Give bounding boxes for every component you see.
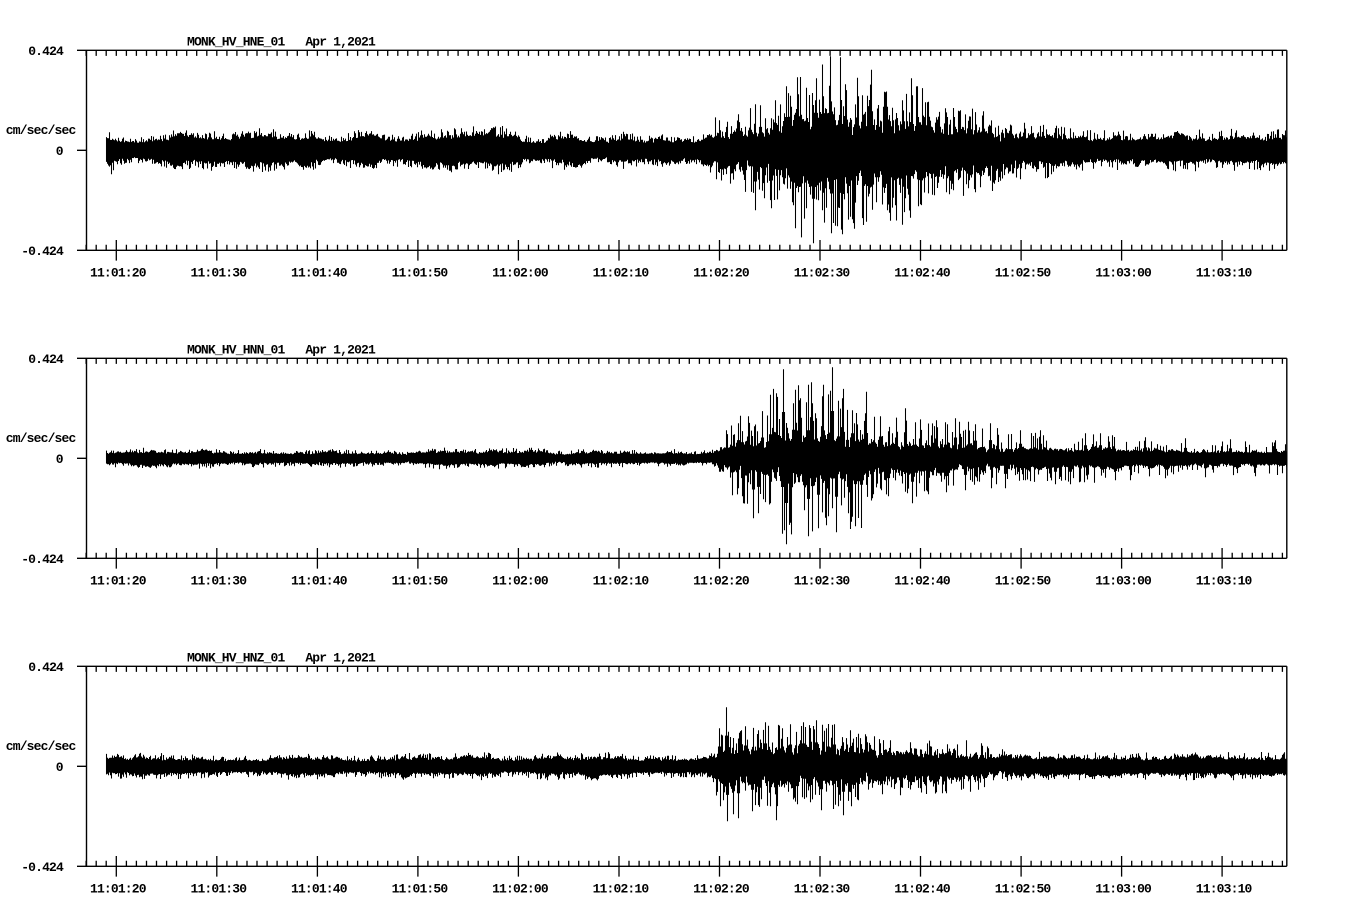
svg-text:MONK_HV_HNN_01 Apr 1,2021: MONK_HV_HNN_01 Apr 1,2021 — [187, 342, 376, 357]
svg-text:0.424: 0.424 — [28, 352, 64, 367]
svg-text:11:01:50: 11:01:50 — [392, 265, 449, 280]
svg-text:11:02:50: 11:02:50 — [995, 573, 1052, 588]
svg-text:11:03:00: 11:03:00 — [1095, 573, 1152, 588]
svg-text:11:01:20: 11:01:20 — [90, 265, 147, 280]
svg-text:11:01:30: 11:01:30 — [191, 573, 248, 588]
svg-text:11:01:20: 11:01:20 — [90, 573, 147, 588]
svg-text:11:02:10: 11:02:10 — [593, 881, 650, 896]
svg-text:cm/sec/sec: cm/sec/sec — [6, 431, 77, 446]
svg-text:11:02:20: 11:02:20 — [693, 573, 750, 588]
svg-text:11:02:10: 11:02:10 — [593, 573, 650, 588]
svg-text:-0.424: -0.424 — [21, 244, 64, 259]
svg-text:11:01:30: 11:01:30 — [191, 265, 248, 280]
svg-text:11:01:50: 11:01:50 — [392, 573, 449, 588]
svg-text:11:03:10: 11:03:10 — [1196, 881, 1253, 896]
svg-text:11:02:50: 11:02:50 — [995, 881, 1052, 896]
svg-text:11:02:00: 11:02:00 — [492, 881, 549, 896]
svg-text:11:01:40: 11:01:40 — [291, 573, 348, 588]
svg-text:11:02:30: 11:02:30 — [794, 265, 851, 280]
svg-text:cm/sec/sec: cm/sec/sec — [6, 123, 77, 138]
svg-text:0: 0 — [56, 144, 64, 159]
svg-text:11:01:40: 11:01:40 — [291, 265, 348, 280]
svg-text:0: 0 — [56, 760, 64, 775]
svg-text:11:02:20: 11:02:20 — [693, 881, 750, 896]
svg-text:11:01:20: 11:01:20 — [90, 881, 147, 896]
svg-text:0: 0 — [56, 452, 64, 467]
svg-text:11:01:50: 11:01:50 — [392, 881, 449, 896]
svg-text:-0.424: -0.424 — [21, 860, 64, 875]
svg-text:11:02:10: 11:02:10 — [593, 265, 650, 280]
svg-text:11:01:30: 11:01:30 — [191, 881, 248, 896]
svg-text:11:03:00: 11:03:00 — [1095, 881, 1152, 896]
svg-text:-0.424: -0.424 — [21, 552, 64, 567]
svg-text:11:02:40: 11:02:40 — [894, 265, 951, 280]
svg-text:11:02:00: 11:02:00 — [492, 573, 549, 588]
svg-text:MONK_HV_HNE_01 Apr 1,2021: MONK_HV_HNE_01 Apr 1,2021 — [187, 34, 376, 49]
svg-text:cm/sec/sec: cm/sec/sec — [6, 739, 77, 754]
svg-text:11:03:00: 11:03:00 — [1095, 265, 1152, 280]
svg-text:11:01:40: 11:01:40 — [291, 881, 348, 896]
svg-text:11:03:10: 11:03:10 — [1196, 265, 1253, 280]
svg-text:11:02:30: 11:02:30 — [794, 881, 851, 896]
svg-text:0.424: 0.424 — [28, 44, 64, 59]
svg-text:11:02:30: 11:02:30 — [794, 573, 851, 588]
svg-text:11:02:00: 11:02:00 — [492, 265, 549, 280]
svg-text:11:02:40: 11:02:40 — [894, 573, 951, 588]
svg-text:11:03:10: 11:03:10 — [1196, 573, 1253, 588]
svg-text:0.424: 0.424 — [28, 660, 64, 675]
svg-text:11:02:20: 11:02:20 — [693, 265, 750, 280]
svg-text:MONK_HV_HNZ_01 Apr 1,2021: MONK_HV_HNZ_01 Apr 1,2021 — [187, 650, 376, 665]
svg-text:11:02:50: 11:02:50 — [995, 265, 1052, 280]
svg-text:11:02:40: 11:02:40 — [894, 881, 951, 896]
